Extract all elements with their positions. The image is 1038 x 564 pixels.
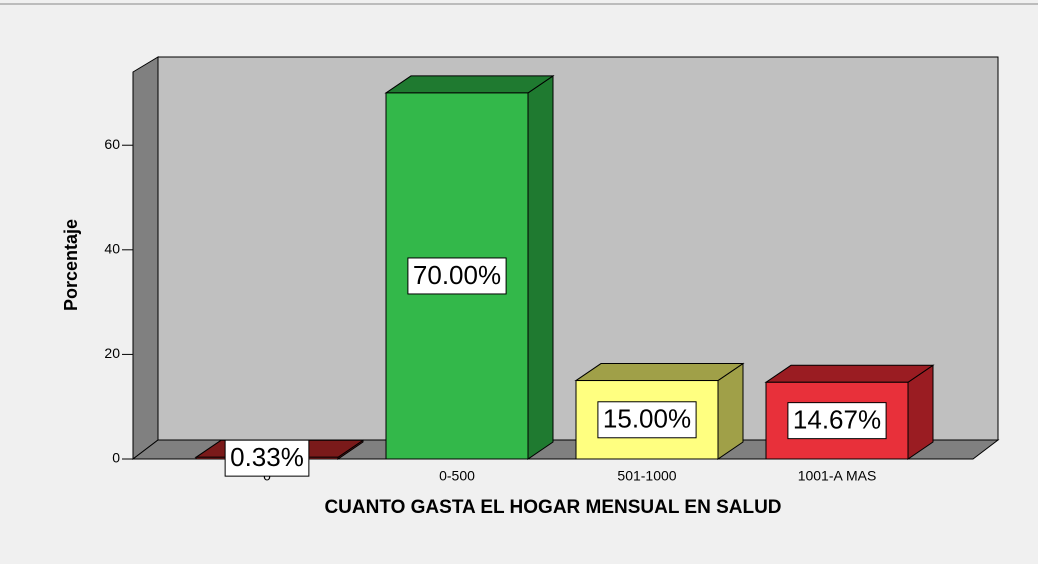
value-label: 15.00% <box>603 404 691 434</box>
y-tick-label: 0 <box>112 450 120 466</box>
value-label-box <box>407 257 507 295</box>
value-label-box <box>597 401 697 439</box>
value-label-box <box>224 439 310 477</box>
bar-side <box>527 74 554 460</box>
left-wall <box>132 56 159 461</box>
x-tick-label: 1001-A MAS <box>798 468 877 484</box>
y-tick-label: 60 <box>104 136 120 152</box>
x-tick-label: 501-1000 <box>617 468 676 484</box>
value-label: 14.67% <box>793 405 881 435</box>
value-label: 0.33% <box>230 442 304 472</box>
x-tick-label: 0-500 <box>439 468 475 484</box>
bar-top <box>384 75 555 94</box>
value-label: 70.00% <box>413 260 501 290</box>
x-axis-label: CUANTO GASTA EL HOGAR MENSUAL EN SALUD <box>324 497 781 518</box>
value-label-box <box>787 402 887 440</box>
bar-top <box>764 364 935 383</box>
y-axis-label: Porcentaje <box>61 219 81 311</box>
bar-top <box>574 363 745 382</box>
y-tick-label: 20 <box>104 345 120 361</box>
y-tick-label: 40 <box>104 241 120 257</box>
